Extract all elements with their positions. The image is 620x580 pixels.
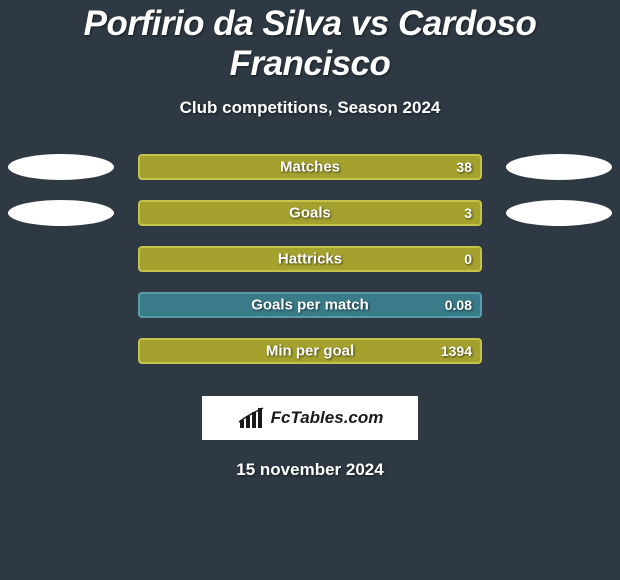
right-placeholder (506, 292, 612, 318)
left-ellipse (8, 154, 114, 180)
stats-rows: Matches 38 Goals 3 Hattricks 0 Goals per match… (0, 154, 620, 364)
season-subtitle: Club competitions, Season 2024 (0, 98, 620, 118)
bar-label: Matches (280, 159, 340, 176)
left-ellipse (8, 200, 114, 226)
bar-chart-icon (237, 406, 265, 430)
stat-row: Goals 3 (0, 200, 620, 226)
bar-value: 3 (464, 205, 472, 221)
stat-bar: Goals 3 (138, 200, 482, 226)
stat-bar: Goals per match 0.08 (138, 292, 482, 318)
right-ellipse (506, 200, 612, 226)
stat-row: Min per goal 1394 (0, 338, 620, 364)
stat-row: Goals per match 0.08 (0, 292, 620, 318)
bar-label: Min per goal (266, 343, 354, 360)
stat-row: Hattricks 0 (0, 246, 620, 272)
left-placeholder (8, 338, 114, 364)
left-placeholder (8, 292, 114, 318)
right-placeholder (506, 338, 612, 364)
page-title: Porfirio da Silva vs Cardoso Francisco (0, 4, 620, 84)
stat-bar: Matches 38 (138, 154, 482, 180)
stat-bar: Min per goal 1394 (138, 338, 482, 364)
left-placeholder (8, 246, 114, 272)
fctables-logo[interactable]: FcTables.com (202, 396, 418, 440)
stats-comparison-card: Porfirio da Silva vs Cardoso Francisco C… (0, 0, 620, 480)
stat-row: Matches 38 (0, 154, 620, 180)
bar-label: Goals per match (251, 297, 369, 314)
bar-value: 38 (456, 159, 472, 175)
bar-value: 1394 (441, 343, 472, 359)
logo-text: FcTables.com (271, 408, 384, 428)
bar-value: 0.08 (445, 297, 472, 313)
right-placeholder (506, 246, 612, 272)
stat-bar: Hattricks 0 (138, 246, 482, 272)
right-ellipse (506, 154, 612, 180)
bar-value: 0 (464, 251, 472, 267)
date-line: 15 november 2024 (0, 460, 620, 480)
bar-label: Goals (289, 205, 331, 222)
bar-label: Hattricks (278, 251, 342, 268)
